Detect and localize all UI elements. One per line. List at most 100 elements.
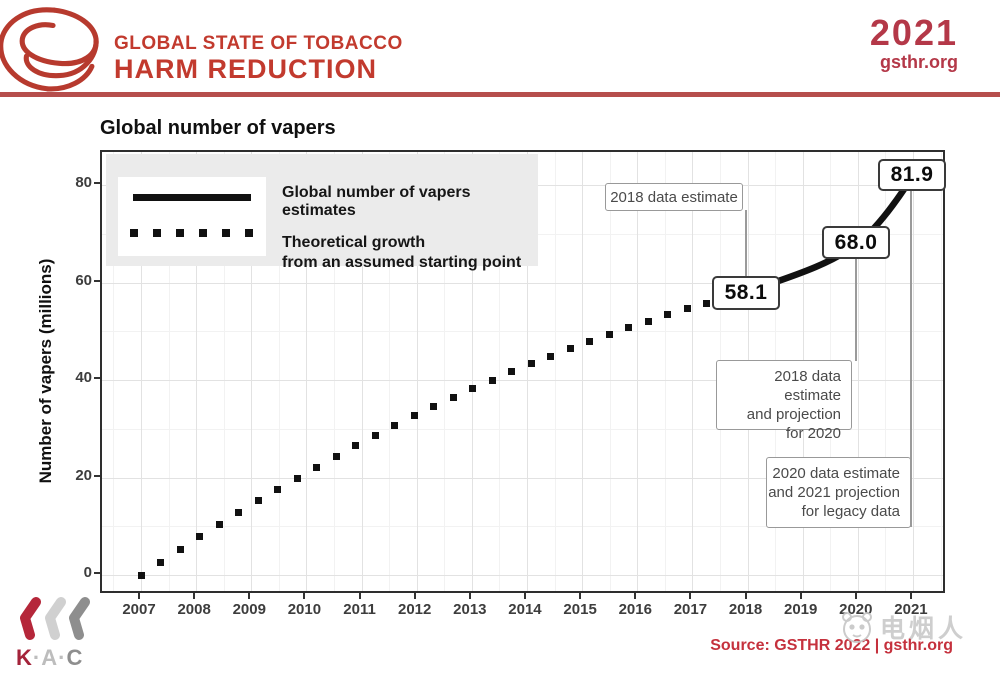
- minor-gridline: [444, 152, 446, 591]
- data-dot: [644, 317, 652, 325]
- major-gridline: [306, 152, 308, 591]
- data-dot: [176, 545, 184, 553]
- minor-gridline: [102, 526, 943, 528]
- minor-gridline: [333, 152, 335, 591]
- major-gridline: [471, 152, 473, 591]
- callout-2018-estimate: 2018 data estimate: [605, 183, 743, 211]
- minor-gridline: [609, 152, 611, 591]
- major-gridline: [416, 152, 418, 591]
- data-dot: [449, 394, 457, 402]
- data-dot: [625, 324, 632, 332]
- x-tick-mark: [303, 593, 306, 599]
- value-label-2021: 81.9: [878, 159, 946, 191]
- data-dot: [527, 360, 535, 368]
- x-tick-label: 2011: [343, 601, 376, 618]
- major-gridline: [196, 152, 198, 591]
- x-tick-mark: [138, 593, 140, 599]
- data-dot: [352, 442, 359, 450]
- legend-item-dotted: Theoretical growth from an assumed start…: [282, 234, 522, 271]
- minor-gridline: [499, 152, 501, 591]
- minor-gridline: [102, 331, 943, 333]
- x-tick-mark: [358, 593, 361, 599]
- data-dot: [683, 305, 691, 313]
- x-tick-mark: [193, 593, 196, 599]
- y-tick-mark: [94, 377, 100, 379]
- header-right: 2021 gsthr.org: [870, 14, 958, 73]
- major-gridline: [102, 282, 943, 284]
- kac-logo-text: K·A·C: [16, 645, 84, 670]
- data-dot: [391, 422, 398, 430]
- data-dot: [469, 384, 476, 392]
- y-tick-mark: [94, 474, 100, 477]
- data-dot: [430, 403, 437, 411]
- minor-gridline: [554, 152, 556, 591]
- x-tick-label: 2010: [287, 601, 322, 618]
- legend-labels: Global number of vapers estimates Theore…: [282, 184, 538, 273]
- report-year: 2021: [869, 12, 958, 53]
- source-credit: Source: GSTHR 2022 | gsthr.org: [710, 637, 953, 654]
- data-dot: [332, 452, 340, 460]
- y-tick-label: 80: [75, 174, 92, 191]
- x-tick-mark: [744, 593, 747, 599]
- y-tick-mark: [94, 182, 100, 184]
- data-dot: [410, 412, 418, 420]
- org-title-line2: HARM REDUCTION: [114, 53, 377, 84]
- data-dot: [488, 376, 496, 384]
- data-dot: [703, 299, 710, 307]
- major-gridline: [102, 575, 943, 576]
- minor-gridline: [102, 428, 943, 430]
- major-gridline: [912, 152, 914, 591]
- x-tick-mark: [689, 593, 692, 599]
- data-dot: [313, 463, 320, 471]
- x-tick-mark: [854, 593, 857, 599]
- data-dot: [547, 352, 554, 360]
- data-dot: [196, 533, 203, 541]
- x-tick-label: 2014: [508, 601, 542, 618]
- data-dot: [274, 485, 281, 493]
- major-gridline: [637, 152, 639, 591]
- x-tick-label: 2016: [618, 601, 652, 618]
- y-tick-mark: [94, 279, 100, 282]
- data-dot: [137, 571, 145, 579]
- x-tick-mark: [799, 593, 802, 599]
- watermark-face-icon: [842, 612, 872, 643]
- y-axis-title: Number of vapers (millions): [36, 258, 55, 484]
- minor-gridline: [389, 152, 391, 591]
- gsthr-globe-logo: [0, 7, 99, 92]
- watermark-text: 电烟人: [880, 615, 968, 643]
- minor-gridline: [223, 152, 225, 591]
- org-title-line1: GLOBAL STATE OF TOBACCO: [114, 33, 403, 54]
- callout-connector-2018: [745, 210, 747, 278]
- dotted-series: [102, 152, 947, 595]
- data-dot: [235, 508, 242, 516]
- data-dot: [371, 432, 379, 440]
- kac-logo: K·A·C: [14, 596, 104, 671]
- y-tick-label: 60: [75, 271, 92, 289]
- value-label-2020: 68.0: [822, 226, 890, 259]
- major-gridline: [526, 152, 528, 591]
- x-tick-label: 2017: [673, 601, 708, 618]
- major-gridline: [141, 152, 142, 591]
- y-tick-label: 40: [75, 369, 92, 386]
- x-tick-label: 2019: [783, 601, 818, 618]
- data-dot: [566, 345, 574, 353]
- minor-gridline: [168, 152, 170, 591]
- major-gridline: [102, 477, 943, 479]
- minor-gridline: [664, 152, 666, 591]
- major-gridline: [582, 152, 584, 591]
- solid-line-swatch: [133, 194, 251, 201]
- minor-gridline: [885, 152, 887, 591]
- dotted-line-swatch: [130, 229, 138, 237]
- minor-gridline: [278, 152, 280, 591]
- x-tick-mark: [634, 593, 637, 599]
- callout-connector-2020: [855, 254, 857, 361]
- y-tick-label: 20: [75, 466, 92, 484]
- x-tick-label: 2008: [177, 601, 211, 618]
- x-tick-label: 2009: [232, 601, 266, 618]
- x-tick-mark: [468, 593, 471, 599]
- data-dot: [157, 558, 164, 566]
- data-dot: [586, 337, 593, 345]
- major-gridline: [857, 152, 859, 591]
- value-label-2018: 58.1: [712, 276, 780, 310]
